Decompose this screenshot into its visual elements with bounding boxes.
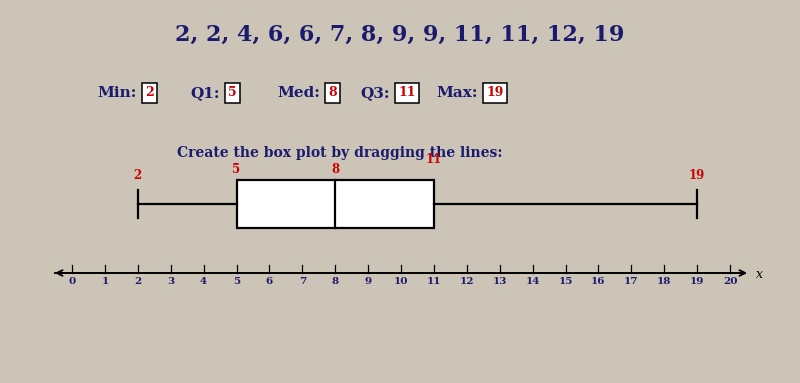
Text: 18: 18 [657,277,671,286]
Text: 2: 2 [145,87,154,100]
Text: 19: 19 [690,277,704,286]
Text: 19: 19 [689,169,706,182]
Text: 6: 6 [266,277,273,286]
Text: 5: 5 [233,277,240,286]
Text: 8: 8 [332,277,338,286]
Text: 3: 3 [167,277,174,286]
Text: 9: 9 [365,277,372,286]
Text: 15: 15 [558,277,573,286]
Text: 4: 4 [200,277,207,286]
Text: 0: 0 [68,277,76,286]
Text: 2: 2 [134,277,142,286]
Text: 17: 17 [624,277,638,286]
Text: 12: 12 [459,277,474,286]
Text: Create the box plot by dragging the lines:: Create the box plot by dragging the line… [178,146,502,160]
Text: 11: 11 [426,153,442,166]
Text: 8: 8 [328,87,337,100]
Text: 11: 11 [426,277,441,286]
Text: 1: 1 [102,277,109,286]
Text: Q1:: Q1: [190,86,220,100]
Text: 13: 13 [493,277,507,286]
Text: Max:: Max: [437,86,478,100]
Text: 11: 11 [398,87,415,100]
Text: x: x [756,268,763,282]
Text: 2: 2 [134,169,142,182]
Text: 5: 5 [228,87,237,100]
Text: 5: 5 [233,163,241,176]
Text: 10: 10 [394,277,408,286]
Text: 16: 16 [591,277,606,286]
Text: 8: 8 [331,163,339,176]
Text: Med:: Med: [277,86,320,100]
Text: 14: 14 [526,277,540,286]
Text: 19: 19 [486,87,503,100]
Text: 20: 20 [722,277,738,286]
Text: 7: 7 [298,277,306,286]
Bar [237,180,434,228]
Text: Q3:: Q3: [361,86,390,100]
Text: Min:: Min: [98,86,137,100]
Text: 2, 2, 4, 6, 6, 7, 8, 9, 9, 11, 11, 12, 19: 2, 2, 4, 6, 6, 7, 8, 9, 9, 11, 11, 12, 1… [175,24,625,46]
